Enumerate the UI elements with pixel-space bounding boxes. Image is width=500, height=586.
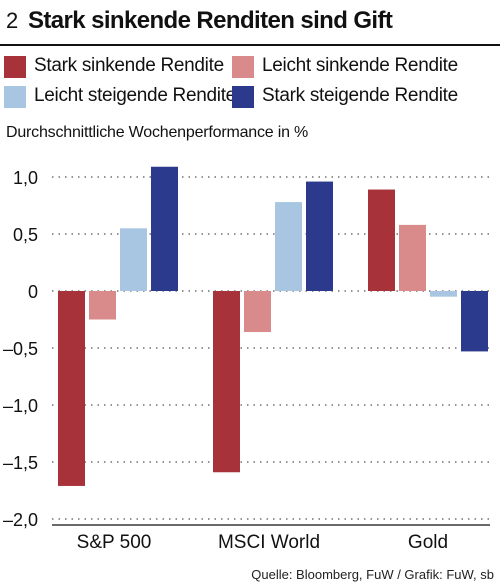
bar xyxy=(399,224,426,291)
bar xyxy=(430,291,457,297)
y-tick-label: –1,5 xyxy=(3,453,38,473)
x-category-label: MSCI World xyxy=(218,532,320,553)
y-tick-label: –1,0 xyxy=(3,396,38,416)
y-tick-label: 0,5 xyxy=(13,225,38,245)
bar xyxy=(275,202,302,291)
bar xyxy=(306,181,333,291)
bar xyxy=(58,291,85,486)
y-tick-label: 1,0 xyxy=(13,168,38,188)
bar xyxy=(213,291,240,473)
chart-title: Stark sinkende Renditen sind Gift xyxy=(28,7,393,34)
source-note: Quelle: Bloomberg, FuW / Grafik: FuW, sb xyxy=(251,567,494,582)
legend: Stark sinkende Rendite Leicht sinkende R… xyxy=(0,52,500,116)
x-category-label: S&P 500 xyxy=(77,532,152,553)
x-category-label: Gold xyxy=(408,532,448,553)
y-tick-label: –0,5 xyxy=(3,339,38,359)
legend-label: Stark sinkende Rendite xyxy=(34,55,224,76)
y-tick-label: 0 xyxy=(28,282,38,302)
header-rule xyxy=(0,44,500,46)
legend-label: Leicht steigende Rendite xyxy=(34,85,236,106)
chart-number: 2 xyxy=(6,8,19,33)
legend-swatch-leicht-steigend xyxy=(4,86,26,108)
bar xyxy=(244,291,271,333)
legend-swatch-stark-sinkend xyxy=(4,56,26,78)
bar xyxy=(461,291,488,352)
legend-label: Stark steigende Rendite xyxy=(262,85,458,106)
bar xyxy=(120,228,147,291)
y-tick-label: –2,0 xyxy=(3,510,38,530)
chart-subtitle: Durchschnittliche Wochenperformance in % xyxy=(6,124,309,141)
bar xyxy=(89,291,116,320)
bar xyxy=(151,166,178,291)
bar xyxy=(368,189,395,291)
legend-swatch-stark-steigend xyxy=(232,86,254,108)
chart-header: 2 Stark sinkende Renditen sind Gift xyxy=(0,0,500,46)
legend-swatch-leicht-sinkend xyxy=(232,56,254,78)
legend-label: Leicht sinkende Rendite xyxy=(262,55,458,76)
